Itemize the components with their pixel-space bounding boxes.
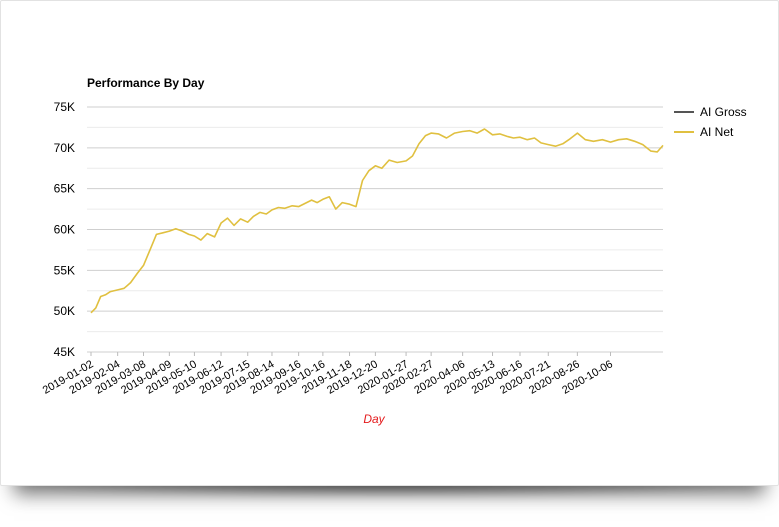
gridlines xyxy=(87,106,663,353)
chart-title: Performance By Day xyxy=(87,76,205,90)
y-axis-ticks: 45K 50K 55K 60K 65K 70K 75K xyxy=(54,100,75,359)
x-axis-label: Day xyxy=(363,412,385,426)
legend-label: AI Gross xyxy=(700,105,747,119)
y-tick-label: 70K xyxy=(54,141,75,155)
y-tick-label: 60K xyxy=(54,223,75,237)
y-tick-label: 65K xyxy=(54,182,75,196)
y-tick-label: 55K xyxy=(54,263,75,277)
legend-label: AI Net xyxy=(700,125,734,139)
series-line-1 xyxy=(90,128,664,314)
legend: AI Gross AI Net xyxy=(674,105,747,139)
y-tick-label: 45K xyxy=(54,345,75,359)
performance-chart: Performance By Day 45K 50K 55K 60K 65K 70K 75K… xyxy=(41,76,747,426)
x-axis-ticks: 2019-01-022019-02-042019-03-082019-04-09… xyxy=(41,352,615,397)
y-tick-label: 50K xyxy=(54,304,75,318)
y-tick-label: 75K xyxy=(54,100,75,114)
chart-card: Performance By Day 45K 50K 55K 60K 65K 70K 75K… xyxy=(0,0,779,486)
series-lines xyxy=(90,128,664,314)
